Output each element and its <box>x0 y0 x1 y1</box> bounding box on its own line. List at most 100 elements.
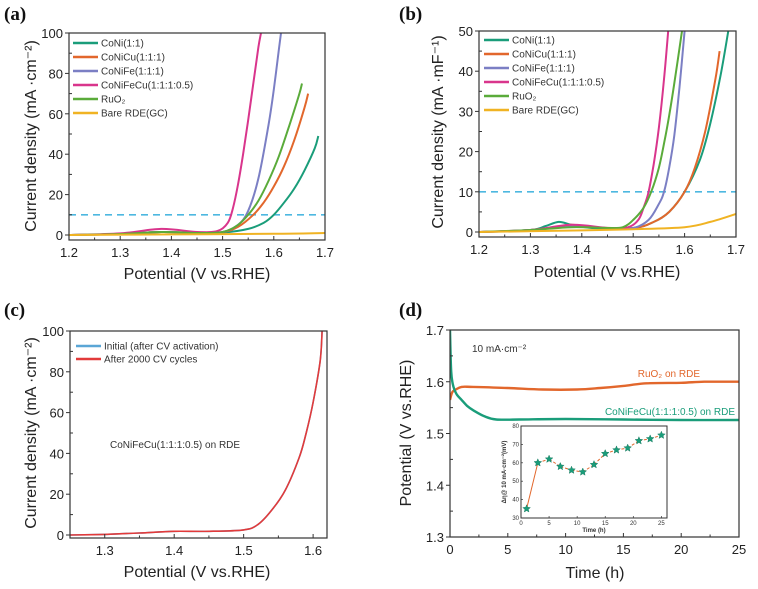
series-line-b-4 <box>479 31 683 233</box>
x-tick-label-b: 1.4 <box>573 242 591 257</box>
legend-label-a-5: Bare RDE(GC) <box>101 109 168 120</box>
legend-label-c-1: After 2000 CV cycles <box>104 355 197 366</box>
y-tick-label-c: 100 <box>42 324 64 339</box>
plot-b: 1.2 1.3 1.4 1.5 1.6 1.7 0 10 20 30 40 50 CoNi(1:1) Co… <box>459 24 746 257</box>
panel-label-a: (a) <box>4 4 26 25</box>
inset-x-tick-label: 20 <box>630 521 637 527</box>
x-axis-title-d: Time (h) <box>566 565 625 582</box>
x-tick-label-b: 1.5 <box>624 242 642 257</box>
series-label-ruo2: RuO₂ on RDE <box>638 369 701 380</box>
series-line-d-1 <box>450 330 739 422</box>
plot-d: 0 5 10 15 20 25 1.3 1.4 1.5 1.6 1.7 RuO₂ on RDE CoNi… <box>426 323 746 557</box>
panel-label-c: (c) <box>4 300 25 321</box>
x-tick-label-d: 0 <box>446 542 453 557</box>
series-line-b-0 <box>479 31 730 233</box>
x-axis-title-a: Potential (V vs.RHE) <box>124 266 271 283</box>
x-tick-label-a: 1.5 <box>214 245 232 260</box>
inset-marker <box>589 460 599 469</box>
inset-x-tick-label: 25 <box>658 521 665 527</box>
inset-marker <box>578 467 588 476</box>
panel-c: (c) 1.3 1.4 1.5 1.6 0 20 40 60 80 100 Initial (aft… <box>4 300 328 581</box>
panel-b: (b) 1.2 1.3 1.4 1.5 1.6 1.7 0 10 20 30 40 50 CoNi(1:… <box>399 4 745 281</box>
panel-d: (d) 0 5 10 15 20 25 1.3 1.4 1.5 1.6 1.7 RuO₂ on RDE… <box>398 300 746 582</box>
series-label-conifecu: CoNiFeCu(1:1:1:0.5) on RDE <box>605 407 735 418</box>
legend-label-a-2: CoNiFe(1:1:1) <box>101 67 164 78</box>
annotation-c: CoNiFeCu(1:1:1:0.5) on RDE <box>110 440 240 451</box>
x-tick-label-c: 1.4 <box>165 543 183 558</box>
series-group-a <box>69 33 325 236</box>
y-tick-label-a: 80 <box>49 66 63 81</box>
y-tick-label-c: 40 <box>50 446 64 461</box>
inset-marker <box>657 430 666 439</box>
y-tick-label-c: 20 <box>50 487 64 502</box>
inset-x-axis-title: Time (h) <box>582 528 605 534</box>
annotation-d: 10 mA·cm⁻² <box>472 344 527 355</box>
inset-x-tick-label: 15 <box>602 521 609 527</box>
legend-label-c-0: Initial (after CV activation) <box>104 342 219 353</box>
x-tick-label-b: 1.6 <box>676 242 694 257</box>
x-tick-label-c: 1.3 <box>96 543 114 558</box>
inset-marker <box>623 443 632 452</box>
series-line-b-2 <box>479 31 686 233</box>
y-axis-title-a: Current density (mA ·cm⁻²) <box>23 40 40 232</box>
inset-y-tick-label: 30 <box>512 516 519 522</box>
y-tick-label-c: 0 <box>57 528 64 543</box>
x-tick-label-a: 1.3 <box>111 245 129 260</box>
legend-label-a-3: CoNiFeCu(1:1:1:0.5) <box>101 81 193 92</box>
series-line-d-0 <box>450 380 739 401</box>
plot-frame-c <box>69 330 328 539</box>
inset-y-tick-label: 80 <box>512 424 519 430</box>
inset-x-tick-label: 5 <box>547 521 551 527</box>
y-tick-label-b: 40 <box>459 64 473 79</box>
y-tick-label-d: 1.7 <box>426 323 444 338</box>
x-tick-label-d: 25 <box>732 542 746 557</box>
x-tick-label-a: 1.4 <box>162 245 180 260</box>
y-tick-label-c: 60 <box>50 406 64 421</box>
y-tick-label-d: 1.6 <box>426 375 444 390</box>
panel-label-b: (b) <box>399 4 422 25</box>
series-line-a-4 <box>69 83 303 236</box>
series-line-b-3 <box>479 31 670 233</box>
inset-x-tick-label: 0 <box>519 521 523 527</box>
inset-marker <box>645 434 655 443</box>
series-group-b <box>479 31 736 233</box>
inset-x-tick-label: 10 <box>574 521 581 527</box>
y-tick-label-b: 30 <box>459 104 473 119</box>
inset-line-segment <box>593 453 606 465</box>
x-tick-label-c: 1.5 <box>235 543 253 558</box>
inset-marker <box>533 458 543 467</box>
inset-y-tick-label: 50 <box>512 479 519 485</box>
inset-marker <box>556 462 565 471</box>
x-axis-title-c: Potential (V vs.RHE) <box>124 564 271 581</box>
inset-marker <box>567 465 576 474</box>
y-tick-label-b: 50 <box>459 24 473 39</box>
legend-label-b-3: CoNiFeCu(1:1:1:0.5) <box>512 78 604 89</box>
y-tick-label-d: 1.4 <box>426 478 444 493</box>
y-tick-label-a: 60 <box>49 107 63 122</box>
legend-label-a-1: CoNiCu(1:1:1) <box>101 53 165 64</box>
y-tick-label-c: 80 <box>50 365 64 380</box>
y-axis-title-b: Current density (mA ·mF⁻¹) <box>430 35 447 228</box>
plot-frame-b <box>478 30 737 238</box>
plot-a: 1.2 1.3 1.4 1.5 1.6 1.7 0 20 40 60 80 100 CoNi(1:1) C… <box>41 26 334 260</box>
x-tick-label-a: 1.7 <box>316 245 334 260</box>
inset-marker <box>612 445 621 454</box>
series-line-b-5 <box>479 212 736 233</box>
x-tick-label-d: 20 <box>674 542 688 557</box>
y-tick-label-b: 10 <box>459 185 473 200</box>
x-tick-label-b: 1.3 <box>521 242 539 257</box>
inset-marker <box>544 454 554 463</box>
y-axis-title-c: Current density (mA ·cm⁻²) <box>23 337 40 529</box>
legend-label-b-1: CoNiCu(1:1:1) <box>512 50 576 61</box>
x-tick-label-d: 10 <box>558 542 572 557</box>
legend-label-a-4: RuO₂ <box>101 95 126 106</box>
plot-c: 1.3 1.4 1.5 1.6 0 20 40 60 80 100 Initial (after C… <box>42 324 328 558</box>
legend-label-b-5: Bare RDE(GC) <box>512 106 579 117</box>
series-line-a-3 <box>69 33 262 236</box>
inset-y-tick-label: 70 <box>512 442 519 448</box>
legend-label-b-4: RuO₂ <box>512 92 537 103</box>
y-tick-label-a: 0 <box>56 228 63 243</box>
legend-label-b-0: CoNi(1:1) <box>512 36 555 47</box>
y-tick-label-d: 1.5 <box>426 427 444 442</box>
